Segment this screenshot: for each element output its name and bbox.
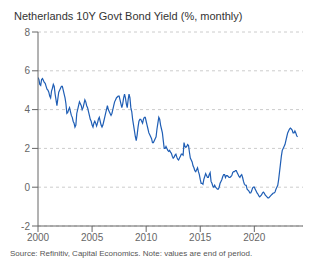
svg-text:-2: -2 [21, 221, 30, 232]
svg-text:2000: 2000 [27, 232, 50, 243]
svg-text:2010: 2010 [135, 232, 158, 243]
svg-text:4: 4 [24, 104, 30, 115]
svg-text:0: 0 [24, 182, 30, 193]
svg-text:8: 8 [24, 27, 30, 38]
html-text:Source: Refinitiv, Capital Eco: Source: Refinitiv, Capital Economics. No… [10, 249, 253, 258]
svg-text:2015: 2015 [189, 232, 212, 243]
svg-text:2005: 2005 [81, 232, 104, 243]
html-text:Netherlands 10Y Govt Bond Yiel: Netherlands 10Y Govt Bond Yield (%, mont… [14, 10, 243, 22]
svg-text:2: 2 [24, 143, 30, 154]
svg-text:6: 6 [24, 65, 30, 76]
svg-text:2020: 2020 [243, 232, 266, 243]
